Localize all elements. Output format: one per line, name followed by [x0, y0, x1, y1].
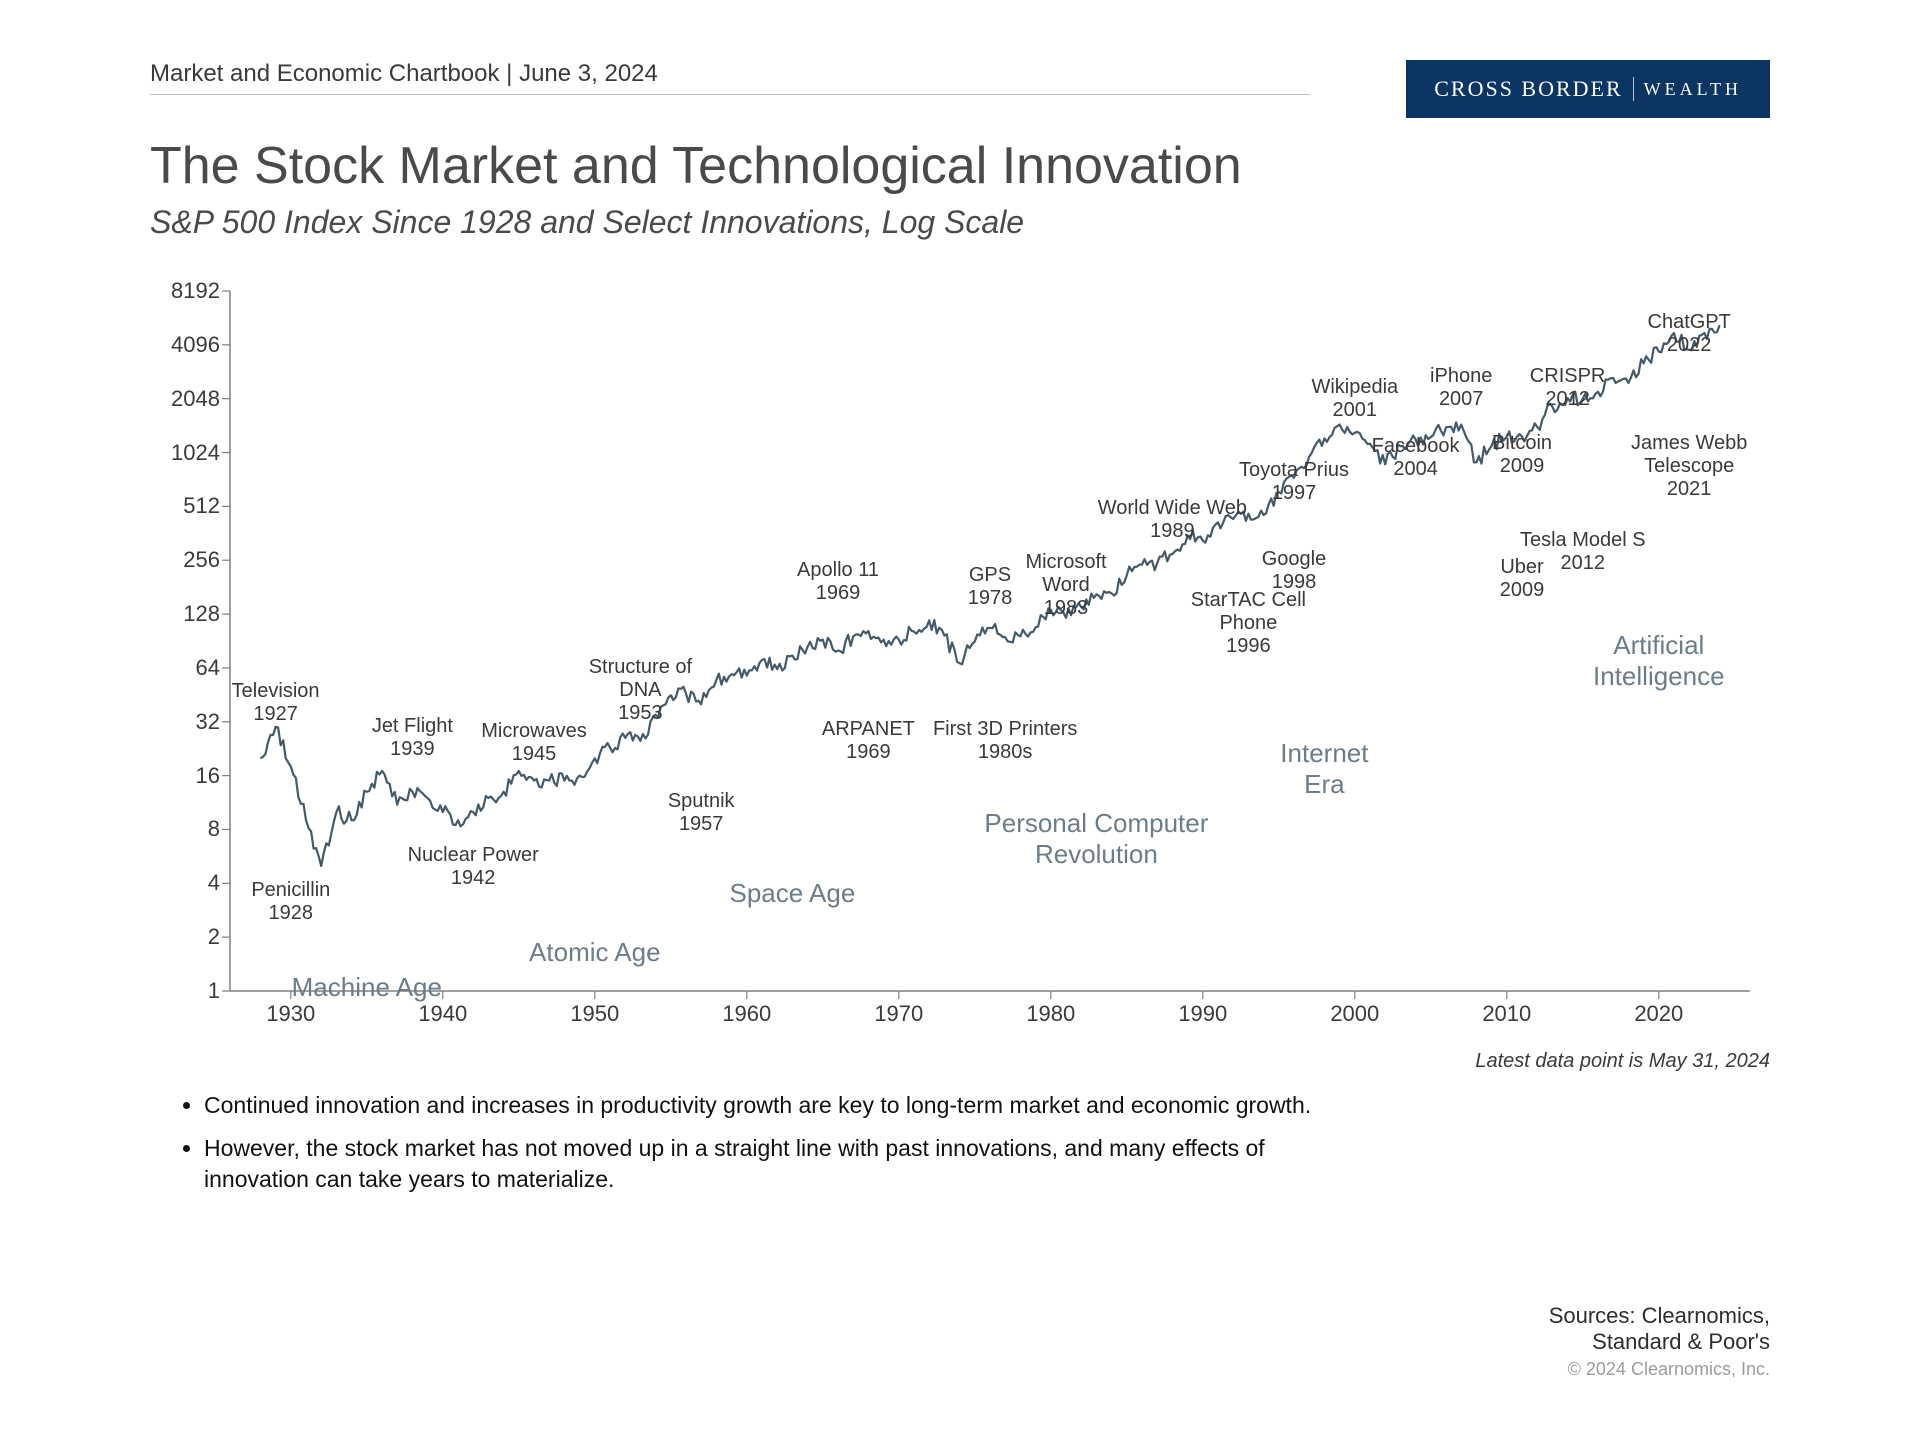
- innovation-annotation: Tesla Model S2012: [1520, 529, 1646, 575]
- sources-line-2: Standard & Poor's: [1549, 1329, 1770, 1355]
- y-tick-label: 128: [160, 601, 220, 627]
- logo-badge: CROSS BORDER WEALTH: [1406, 60, 1770, 118]
- x-tick-label: 2020: [1634, 1001, 1683, 1027]
- innovation-annotation: MicrosoftWord1983: [1025, 551, 1106, 620]
- sources-line-1: Sources: Clearnomics,: [1549, 1303, 1770, 1329]
- innovation-annotation: GPS1978: [968, 564, 1013, 610]
- innovation-annotation: Microwaves1945: [481, 720, 587, 766]
- era-label: ArtificialIntelligence: [1593, 630, 1725, 692]
- bullet-item: However, the stock market has not moved …: [204, 1133, 1340, 1195]
- innovation-annotation: James WebbTelescope2021: [1631, 432, 1747, 501]
- page-root: Market and Economic Chartbook | June 3, …: [0, 0, 1920, 1440]
- era-label: InternetEra: [1280, 738, 1368, 800]
- innovation-annotation: Google1998: [1262, 548, 1327, 594]
- innovation-annotation: Bitcoin2009: [1492, 432, 1552, 478]
- innovation-annotation: First 3D Printers1980s: [933, 718, 1077, 764]
- y-tick-label: 512: [160, 493, 220, 519]
- header-row: Market and Economic Chartbook | June 3, …: [150, 60, 1770, 118]
- innovation-annotation: Penicillin1928: [251, 879, 330, 925]
- x-tick-label: 1990: [1178, 1001, 1227, 1027]
- x-tick-label: 2000: [1330, 1001, 1379, 1027]
- latest-data-note: Latest data point is May 31, 2024: [1475, 1050, 1770, 1073]
- bullet-item: Continued innovation and increases in pr…: [204, 1090, 1340, 1121]
- innovation-annotation: Nuclear Power1942: [408, 844, 539, 890]
- x-tick-label: 1980: [1026, 1001, 1075, 1027]
- x-tick-label: 1950: [570, 1001, 619, 1027]
- innovation-annotation: Structure ofDNA1953: [589, 656, 692, 725]
- logo-right-text: WEALTH: [1644, 79, 1742, 100]
- x-tick-label: 1930: [266, 1001, 315, 1027]
- y-tick-label: 4096: [160, 332, 220, 358]
- chart-svg: [150, 281, 1770, 1051]
- page-title: The Stock Market and Technological Innov…: [150, 136, 1770, 196]
- y-tick-label: 64: [160, 655, 220, 681]
- innovation-annotation: ARPANET1969: [822, 718, 915, 764]
- copyright-line: © 2024 Clearnomics, Inc.: [1549, 1359, 1770, 1380]
- y-tick-label: 16: [160, 763, 220, 789]
- y-tick-label: 2: [160, 924, 220, 950]
- y-tick-label: 4: [160, 870, 220, 896]
- innovation-annotation: Toyota Prius1997: [1239, 459, 1349, 505]
- y-tick-label: 8: [160, 816, 220, 842]
- innovation-annotation: Television1927: [232, 680, 320, 726]
- y-tick-label: 1024: [160, 440, 220, 466]
- innovation-annotation: Wikipedia2001: [1311, 376, 1398, 422]
- sources-block: Sources: Clearnomics, Standard & Poor's …: [1549, 1303, 1770, 1380]
- logo-divider: [1633, 77, 1634, 101]
- innovation-annotation: CRISPR2012: [1530, 365, 1606, 411]
- innovation-annotation: StarTAC CellPhone1996: [1191, 589, 1306, 658]
- y-tick-label: 8192: [160, 278, 220, 304]
- bullet-list: Continued innovation and increases in pr…: [180, 1090, 1340, 1195]
- innovation-annotation: iPhone2007: [1430, 365, 1492, 411]
- y-tick-label: 32: [160, 709, 220, 735]
- header-left: Market and Economic Chartbook | June 3, …: [150, 60, 1406, 95]
- innovation-annotation: ChatGPT2022: [1648, 311, 1731, 357]
- era-label: Personal ComputerRevolution: [984, 808, 1208, 870]
- era-label: Atomic Age: [529, 937, 661, 968]
- bullets-block: Continued innovation and increases in pr…: [180, 1090, 1340, 1207]
- innovation-annotation: Facebook2004: [1372, 435, 1460, 481]
- innovation-annotation: Sputnik1957: [668, 790, 735, 836]
- x-tick-label: 1960: [722, 1001, 771, 1027]
- page-subtitle: S&P 500 Index Since 1928 and Select Inno…: [150, 204, 1770, 241]
- era-label: Space Age: [730, 878, 856, 909]
- era-label: Machine Age: [292, 972, 442, 1003]
- y-tick-label: 256: [160, 547, 220, 573]
- x-tick-label: 1940: [418, 1001, 467, 1027]
- logo-left-text: CROSS BORDER: [1434, 76, 1622, 102]
- chartbook-label: Market and Economic Chartbook | June 3, …: [150, 60, 1310, 95]
- x-tick-label: 1970: [874, 1001, 923, 1027]
- innovation-annotation: Apollo 111969: [797, 559, 879, 605]
- x-tick-label: 2010: [1482, 1001, 1531, 1027]
- chart-region: 1 2 4 8 16 32 64 128 256 512 1024 2048 4096 8192 1930 1…: [150, 281, 1770, 1051]
- y-tick-label: 1: [160, 978, 220, 1004]
- innovation-annotation: Jet Flight1939: [372, 715, 453, 761]
- innovation-annotation: World Wide Web1989: [1098, 497, 1247, 543]
- y-tick-label: 2048: [160, 386, 220, 412]
